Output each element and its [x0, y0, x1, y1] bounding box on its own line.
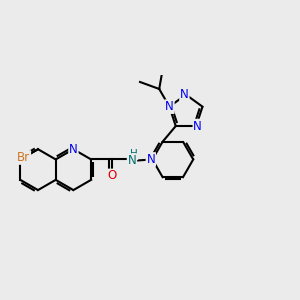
Text: N: N — [165, 100, 174, 113]
Text: H: H — [130, 149, 137, 159]
Text: N: N — [146, 153, 155, 166]
Text: O: O — [107, 169, 116, 182]
Text: Br: Br — [17, 151, 30, 164]
Text: N: N — [180, 88, 189, 101]
Text: N: N — [194, 120, 202, 133]
Text: N: N — [128, 154, 136, 167]
Text: N: N — [69, 143, 78, 156]
